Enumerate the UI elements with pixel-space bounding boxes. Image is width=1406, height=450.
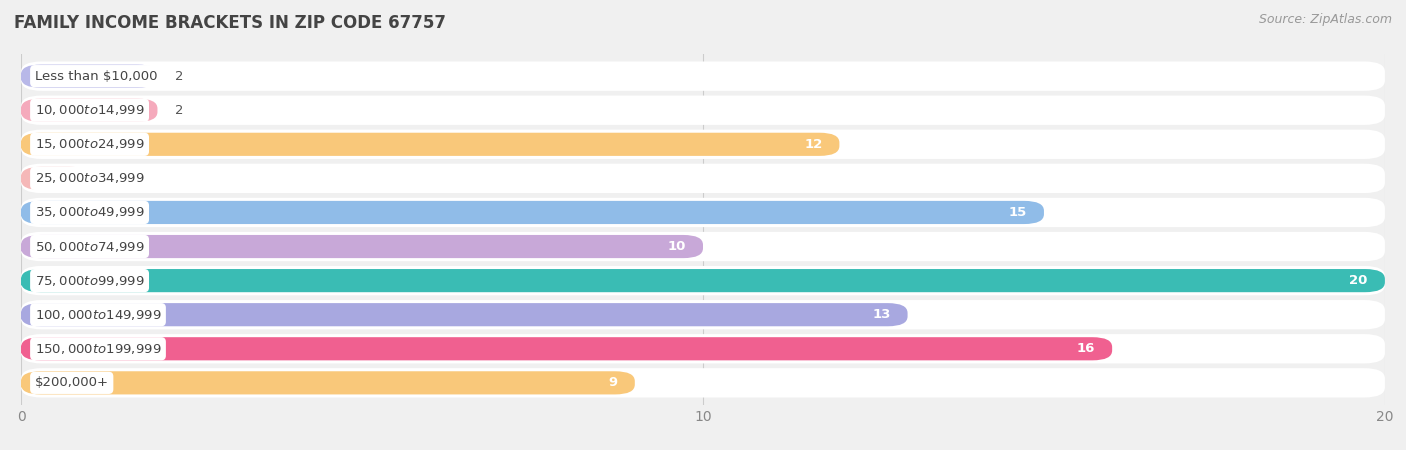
FancyBboxPatch shape	[21, 232, 1385, 261]
Text: Less than $10,000: Less than $10,000	[35, 70, 157, 83]
Text: $150,000 to $199,999: $150,000 to $199,999	[35, 342, 162, 356]
Text: 12: 12	[804, 138, 823, 151]
Text: 15: 15	[1008, 206, 1026, 219]
FancyBboxPatch shape	[21, 300, 1385, 329]
Text: 2: 2	[174, 70, 183, 83]
Text: 10: 10	[668, 240, 686, 253]
FancyBboxPatch shape	[21, 266, 1385, 295]
FancyBboxPatch shape	[21, 269, 1385, 292]
FancyBboxPatch shape	[21, 334, 1385, 364]
Text: $75,000 to $99,999: $75,000 to $99,999	[35, 274, 145, 288]
Text: $200,000+: $200,000+	[35, 376, 108, 389]
Text: $10,000 to $14,999: $10,000 to $14,999	[35, 103, 145, 117]
Text: $100,000 to $149,999: $100,000 to $149,999	[35, 308, 162, 322]
Text: $15,000 to $24,999: $15,000 to $24,999	[35, 137, 145, 151]
FancyBboxPatch shape	[21, 368, 1385, 397]
FancyBboxPatch shape	[21, 62, 1385, 91]
Text: $50,000 to $74,999: $50,000 to $74,999	[35, 239, 145, 253]
FancyBboxPatch shape	[21, 235, 703, 258]
FancyBboxPatch shape	[21, 303, 908, 326]
Text: $35,000 to $49,999: $35,000 to $49,999	[35, 206, 145, 220]
Text: 1: 1	[107, 172, 115, 185]
FancyBboxPatch shape	[21, 133, 839, 156]
FancyBboxPatch shape	[21, 130, 1385, 159]
FancyBboxPatch shape	[21, 64, 157, 88]
FancyBboxPatch shape	[21, 371, 636, 395]
Text: 2: 2	[174, 104, 183, 117]
Text: 20: 20	[1350, 274, 1368, 287]
FancyBboxPatch shape	[21, 198, 1385, 227]
Text: $25,000 to $34,999: $25,000 to $34,999	[35, 171, 145, 185]
FancyBboxPatch shape	[21, 164, 1385, 193]
FancyBboxPatch shape	[21, 95, 1385, 125]
FancyBboxPatch shape	[21, 99, 157, 122]
Text: 13: 13	[872, 308, 890, 321]
FancyBboxPatch shape	[21, 167, 90, 190]
FancyBboxPatch shape	[21, 201, 1045, 224]
Text: FAMILY INCOME BRACKETS IN ZIP CODE 67757: FAMILY INCOME BRACKETS IN ZIP CODE 67757	[14, 14, 446, 32]
FancyBboxPatch shape	[21, 337, 1112, 360]
Text: 16: 16	[1077, 342, 1095, 355]
Text: 9: 9	[609, 376, 617, 389]
Text: Source: ZipAtlas.com: Source: ZipAtlas.com	[1258, 14, 1392, 27]
